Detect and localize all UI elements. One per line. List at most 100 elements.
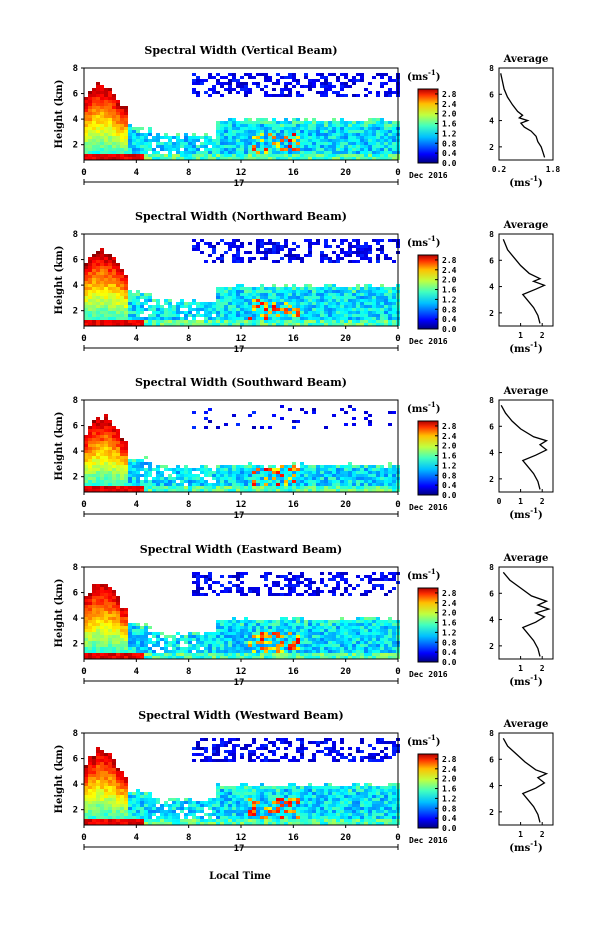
heatmap-cell xyxy=(136,151,140,154)
heatmap-cell xyxy=(100,311,104,314)
heatmap-cell xyxy=(148,142,152,145)
heatmap-cell xyxy=(132,474,136,477)
heatmap-cell xyxy=(316,486,320,489)
heatmap-cell xyxy=(296,647,300,650)
x-tick-label: 8 xyxy=(186,667,191,677)
heatmap-cell xyxy=(284,157,288,160)
heatmap-cell xyxy=(196,323,200,326)
heatmap-cell xyxy=(208,151,212,154)
heatmap-cell xyxy=(88,94,92,97)
heatmap-cell xyxy=(292,575,296,578)
heatmap-cell xyxy=(168,154,172,157)
heatmap-cell xyxy=(272,151,276,154)
heatmap-cell xyxy=(224,130,228,133)
heatmap-cell xyxy=(208,632,212,635)
heatmap-cell xyxy=(216,623,220,626)
heatmap-cell xyxy=(188,477,192,480)
heatmap-cell xyxy=(180,480,184,483)
heatmap-cell xyxy=(368,91,372,94)
heatmap-cell xyxy=(96,151,100,154)
heatmap-cell xyxy=(372,127,376,130)
heatmap-cell xyxy=(320,254,324,257)
heatmap-cell xyxy=(332,148,336,151)
heatmap-cell xyxy=(364,623,368,626)
heatmap-cell xyxy=(368,656,372,659)
heatmap-cell xyxy=(132,320,136,323)
heatmap-cell xyxy=(132,296,136,299)
heatmap-cell xyxy=(344,254,348,257)
heatmap-cell xyxy=(324,254,328,257)
average-y-tick-label: 8 xyxy=(489,396,494,405)
heatmap-cell xyxy=(316,632,320,635)
heatmap-cell xyxy=(256,653,260,656)
heatmap-cell xyxy=(108,605,112,608)
heatmap-cell xyxy=(92,774,96,777)
heatmap-cell xyxy=(92,94,96,97)
heatmap-cell xyxy=(344,323,348,326)
heatmap-cell xyxy=(224,468,228,471)
heatmap-cell xyxy=(384,644,388,647)
heatmap-cell xyxy=(224,471,228,474)
heatmap-cell xyxy=(92,768,96,771)
heatmap-cell xyxy=(372,76,376,79)
heatmap-cell xyxy=(356,124,360,127)
heatmap-cell xyxy=(224,641,228,644)
heatmap-cell xyxy=(392,139,396,142)
y-tick-label: 4 xyxy=(73,115,79,125)
heatmap-cell xyxy=(160,145,164,148)
heatmap-cell xyxy=(268,136,272,139)
heatmap-cell xyxy=(132,145,136,148)
heatmap-cell xyxy=(192,136,196,139)
heatmap-cell xyxy=(176,154,180,157)
heatmap-cell xyxy=(88,118,92,121)
heatmap-cell xyxy=(380,130,384,133)
heatmap-cell xyxy=(224,82,228,85)
heatmap-cell xyxy=(340,593,344,596)
heatmap-cell xyxy=(92,468,96,471)
heatmap-cell xyxy=(124,115,128,118)
heatmap-cell xyxy=(100,248,104,251)
heatmap-cell xyxy=(284,644,288,647)
heatmap-cell xyxy=(100,142,104,145)
heatmap-cell xyxy=(340,136,344,139)
heatmap-cell xyxy=(376,242,380,245)
heatmap-cell xyxy=(376,296,380,299)
heatmap-cell xyxy=(124,444,128,447)
heatmap-cell xyxy=(224,317,228,320)
heatmap-cell xyxy=(196,148,200,151)
heatmap-cell xyxy=(176,317,180,320)
heatmap xyxy=(84,73,400,160)
heatmap-cell xyxy=(96,112,100,115)
heatmap-cell xyxy=(224,489,228,492)
heatmap-cell xyxy=(304,323,308,326)
heatmap-cell xyxy=(288,486,292,489)
heatmap-cell xyxy=(216,426,220,429)
heatmap-cell xyxy=(148,638,152,641)
heatmap-cell xyxy=(220,257,224,260)
heatmap-cell xyxy=(252,483,256,486)
heatmap-cell xyxy=(112,106,116,109)
heatmap-cell xyxy=(356,142,360,145)
heatmap-cell xyxy=(372,302,376,305)
heatmap-cell xyxy=(272,242,276,245)
heatmap-cell xyxy=(292,133,296,136)
heatmap-cell xyxy=(240,471,244,474)
heatmap-cell xyxy=(336,638,340,641)
heatmap-cell xyxy=(368,320,372,323)
heatmap-cell xyxy=(328,299,332,302)
heatmap-cell xyxy=(228,656,232,659)
heatmap-cell xyxy=(92,290,96,293)
heatmap-cell xyxy=(380,290,384,293)
heatmap-cell xyxy=(380,320,384,323)
heatmap-cell xyxy=(328,644,332,647)
heatmap-cell xyxy=(96,426,100,429)
heatmap-cell xyxy=(280,154,284,157)
heatmap-cell xyxy=(288,311,292,314)
heatmap-cell xyxy=(332,260,336,263)
heatmap-cell xyxy=(100,320,104,323)
heatmap-cell xyxy=(92,423,96,426)
heatmap-cell xyxy=(304,317,308,320)
heatmap-cell xyxy=(236,483,240,486)
heatmap-cell xyxy=(264,121,268,124)
heatmap-cell xyxy=(284,127,288,130)
